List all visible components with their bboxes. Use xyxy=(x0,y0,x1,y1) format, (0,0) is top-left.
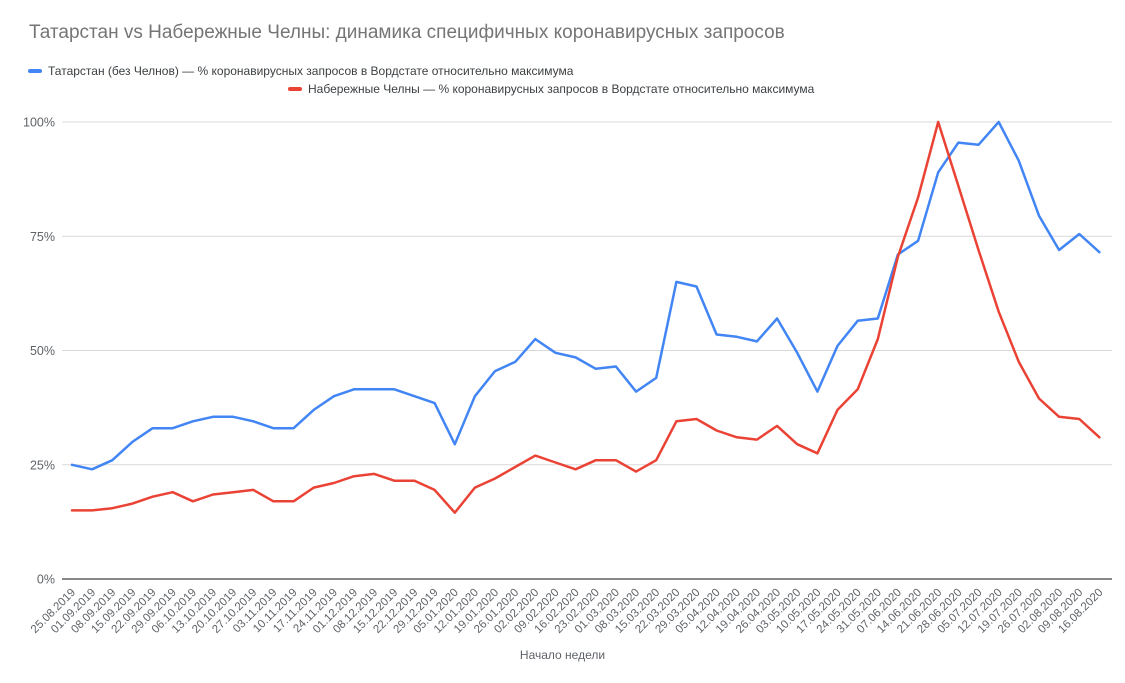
series-line-tatarstan xyxy=(70,120,1101,471)
y-tick-label: 50% xyxy=(30,344,55,358)
legend-label-chelny: Набережные Челны — % коронавирусных запр… xyxy=(308,82,815,96)
y-tick-label: 25% xyxy=(30,458,55,472)
x-axis-title: Начало недели xyxy=(519,648,606,662)
series-line-chelny xyxy=(70,120,1101,514)
legend-swatch-tatarstan xyxy=(28,69,42,73)
y-tick-label: 100% xyxy=(23,116,55,130)
chart-title: Татарстан vs Набережные Челны: динамика … xyxy=(29,22,785,43)
legend-label-tatarstan: Татарстан (без Челнов) — % коронавирусны… xyxy=(48,64,574,78)
y-tick-label: 0% xyxy=(37,573,55,587)
legend-item-tatarstan: Татарстан (без Челнов) — % коронавирусны… xyxy=(28,64,573,78)
legend-item-chelny: Набережные Челны — % коронавирусных запр… xyxy=(288,82,814,96)
y-tick-label: 75% xyxy=(30,230,55,244)
legend-swatch-chelny xyxy=(288,87,302,91)
